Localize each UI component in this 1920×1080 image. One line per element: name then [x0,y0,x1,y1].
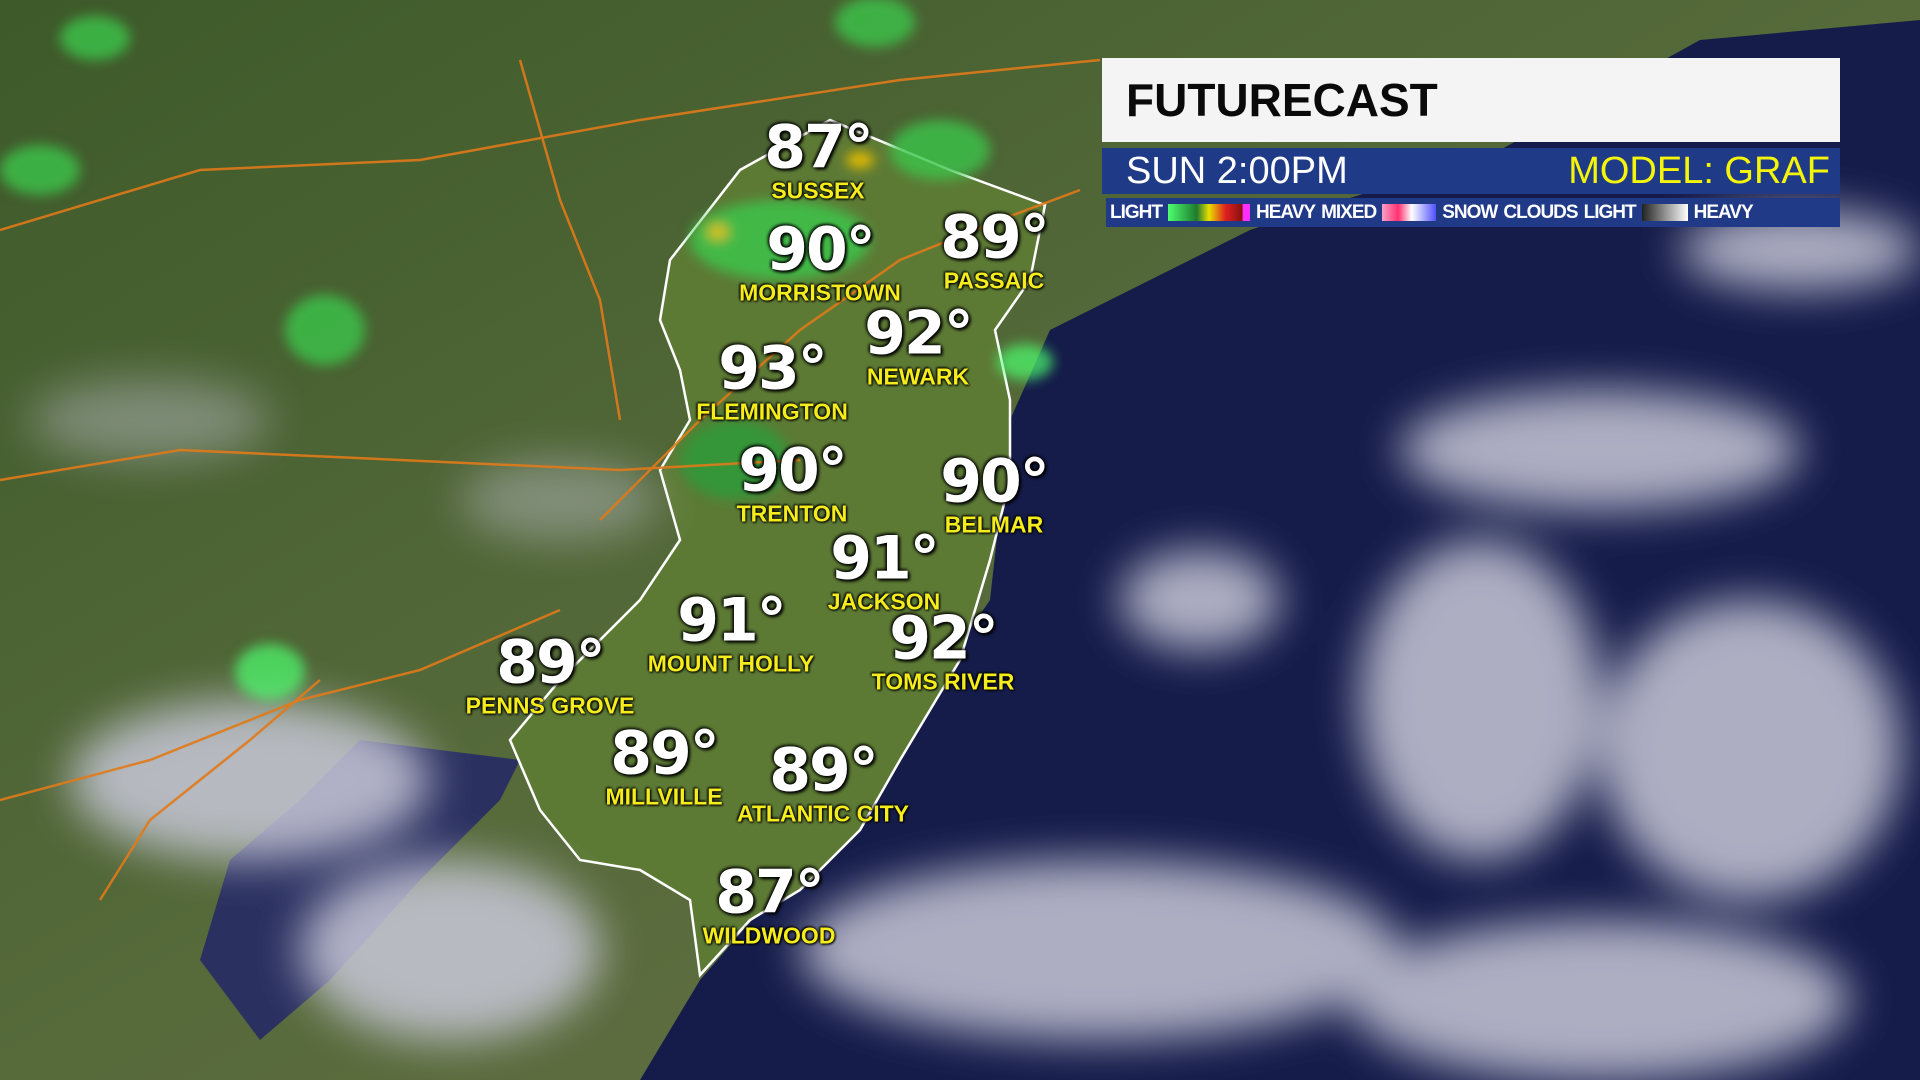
new-jersey-outline [508,118,1047,978]
temperature: 92° [864,298,973,369]
temperature: 90° [766,214,875,285]
city-name: TOMS RIVER [871,668,1015,695]
city-passaic: 89° PASSAIC [940,202,1049,294]
city-penns-grove: 89° PENNS GROVE [466,633,635,718]
city-morristown: 90° MORRISTOWN [739,220,901,305]
clouds-color-ramp [1641,204,1688,221]
city-name: ATLANTIC CITY [736,800,910,827]
city-name: JACKSON [827,588,941,615]
mixed-snow-color-ramp [1382,204,1437,221]
city-name: PASSAIC [943,267,1045,294]
precipitation [0,0,1053,700]
rain-light-label: LIGHT [1110,201,1163,223]
temperature: 93° [718,333,827,404]
temperature: 87° [715,857,824,928]
temperature: 89° [610,718,720,789]
page-title: FUTURECAST [1126,74,1438,126]
rain-color-ramp [1168,204,1250,221]
precip-legend: LIGHT HEAVY MIXED SNOW CLOUDS LIGHT HEAV… [1106,198,1840,227]
temperature: 87° [764,112,873,183]
city-wildwood: 87° WILDWOOD [703,863,836,948]
time-bar: SUN 2:00PM MODEL: GRAF [1102,148,1840,194]
futurecast-panel: FUTURECAST SUN 2:00PM MODEL: GRAF LIGHT … [1102,58,1840,227]
city-jackson: 91° JACKSON [828,529,940,614]
model-name: MODEL: GRAF [1568,149,1830,192]
city-toms-river: 92° TOMS RIVER [872,609,1015,694]
city-name: TRENTON [736,500,848,527]
city-name: MORRISTOWN [739,279,901,306]
temperature: 89° [940,202,1049,273]
city-name: NEWARK [866,363,970,390]
temperature: 90° [940,446,1049,517]
temperature: 90° [738,435,847,506]
city-name: FLEMINGTON [696,398,848,425]
snow-label: SNOW [1442,201,1498,223]
temperature: 91° [830,523,940,594]
city-name: BELMAR [944,511,1044,538]
city-name: PENNS GROVE [465,692,635,719]
clouds-heavy-label: HEAVY [1693,201,1754,223]
temperature: 89° [496,627,605,698]
highways [0,58,1101,901]
temperature: 91° [677,585,786,656]
city-trenton: 90° TRENTON [737,441,848,526]
city-millville: 89° MILLVILLE [605,724,722,809]
clouds-label: CLOUDS [1503,201,1578,223]
city-name: SUSSEX [771,177,865,204]
title-box: FUTURECAST [1102,58,1840,142]
city-mount-holly: 91° MOUNT HOLLY [648,591,815,676]
city-belmar: 90° BELMAR [940,446,1049,538]
city-newark: 92° NEWARK [864,298,973,390]
city-name: MOUNT HOLLY [647,650,815,677]
temperature: 92° [889,603,998,674]
city-sussex: 87° SUSSEX [764,112,873,204]
clouds-light-label: LIGHT [1583,201,1637,223]
temperature: 89° [769,735,879,806]
city-flemington: 93° FLEMINGTON [696,339,848,424]
city-name: WILDWOOD [702,922,836,949]
cloud-cover [30,210,1920,1080]
mixed-label: MIXED [1321,201,1377,223]
city-name: MILLVILLE [605,783,723,810]
city-atlantic-city: 89° ATLANTIC CITY [737,741,909,826]
rain-heavy-label: HEAVY [1256,201,1316,223]
forecast-time: SUN 2:00PM [1126,149,1348,192]
